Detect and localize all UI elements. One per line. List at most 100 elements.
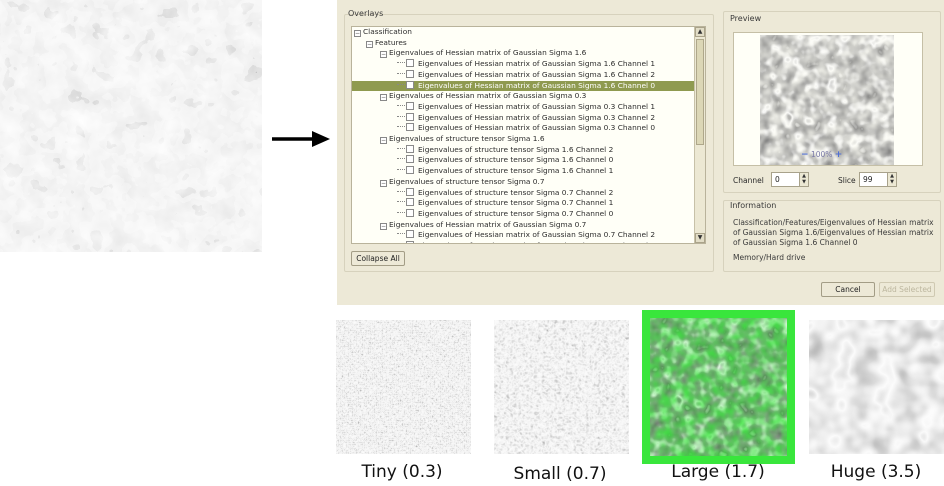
scale-label-tiny: Tiny (0.3) <box>361 462 443 482</box>
cancel-button[interactable]: Cancel <box>821 282 875 297</box>
tree-group-item[interactable]: − Classification <box>352 27 696 38</box>
tree-item-label: Eigenvalues of Hessian matrix of Gaussia… <box>418 69 656 79</box>
collapse-icon[interactable]: − <box>380 179 387 187</box>
checkbox[interactable] <box>406 112 414 121</box>
tree-item[interactable]: Eigenvalues of Hessian matrix of Gaussia… <box>352 112 696 124</box>
checkbox[interactable] <box>406 59 414 68</box>
tree-item-label: Eigenvalues of structure tensor Sigma 1.… <box>418 155 614 165</box>
tree-item-label: Eigenvalues of structure tensor Sigma 1.… <box>418 166 614 176</box>
overlays-title: Overlays <box>348 9 384 18</box>
tree-item[interactable]: Eigenvalues of structure tensor Sigma 0.… <box>352 208 696 220</box>
channel-value: 0 <box>775 175 780 184</box>
tree-connector <box>397 211 405 213</box>
collapse-icon[interactable]: − <box>380 222 387 230</box>
tree-connector <box>397 169 405 171</box>
tree-item[interactable]: Eigenvalues of Hessian matrix of Gaussia… <box>352 101 696 113</box>
tree-group-item[interactable]: − Eigenvalues of Hessian matrix of Gaussi… <box>352 91 696 102</box>
tree-item-label: Features <box>375 37 407 47</box>
information-title: Information <box>730 201 777 210</box>
tree-group-item[interactable]: − Features <box>352 38 696 49</box>
tree-item-label: Eigenvalues of Hessian matrix of Gaussia… <box>418 101 656 111</box>
checkbox[interactable] <box>406 198 414 207</box>
tree-item-label: Eigenvalues of structure tensor Sigma 1.… <box>418 144 614 154</box>
tree-connector <box>397 147 405 149</box>
scale-thumbnail-small <box>494 320 629 454</box>
overlay-tree[interactable]: − Classification − Features − Eigenvalues of … <box>351 26 706 244</box>
tree-item-label: Eigenvalues of structure tensor Sigma 0.… <box>389 176 545 186</box>
tree-connector <box>397 62 405 64</box>
tree-item-label: Classification <box>363 27 412 36</box>
collapse-icon[interactable]: − <box>380 137 387 144</box>
collapse-icon[interactable]: − <box>380 94 387 102</box>
tree-item-label: Eigenvalues of Hessian matrix of Gaussia… <box>418 80 656 90</box>
tree-group-item[interactable]: − Eigenvalues of structure tensor Sigma 1… <box>352 134 696 145</box>
scale-label-small: Small (0.7) <box>513 464 607 484</box>
spin-arrows-icon[interactable]: ▲ ▼ <box>887 173 896 186</box>
add-selected-button[interactable]: Add Selected <box>879 282 935 297</box>
tree-group-item[interactable]: − Eigenvalues of structure tensor Sigma 0… <box>352 177 696 188</box>
scale-label-large: Large (1.7) <box>671 462 765 482</box>
tree-item[interactable]: Eigenvalues of Hessian matrix of Gaussia… <box>352 241 696 243</box>
checkbox[interactable] <box>406 230 414 239</box>
scrollbar-thumb[interactable] <box>696 39 704 145</box>
checkbox[interactable] <box>406 80 414 89</box>
collapse-icon[interactable]: − <box>380 51 387 59</box>
tree-item[interactable]: Eigenvalues of structure tensor Sigma 0.… <box>352 187 696 199</box>
add-overlay-dialog: Overlays − Classification − Features − Eigenv… <box>337 0 944 305</box>
tree-item[interactable]: Eigenvalues of structure tensor Sigma 1.… <box>352 144 696 156</box>
zoom-out-icon[interactable]: − <box>801 150 809 160</box>
tree-item[interactable]: Eigenvalues of structure tensor Sigma 0.… <box>352 198 696 209</box>
checkbox[interactable] <box>406 69 414 78</box>
tree-item[interactable]: Eigenvalues of Hessian matrix of Gaussia… <box>352 123 696 134</box>
tree-connector <box>397 72 405 74</box>
preview-image <box>760 35 894 165</box>
information-path: Classification/Features/Eigenvalues of H… <box>733 218 934 247</box>
tree-item-label: Eigenvalues of Hessian matrix of Gaussia… <box>418 112 656 122</box>
slice-value: 99 <box>863 175 873 184</box>
tree-item[interactable]: Eigenvalues of Hessian matrix of Gaussia… <box>352 230 696 241</box>
tree-connector <box>397 201 405 203</box>
checkbox[interactable] <box>406 208 414 217</box>
tree-item-label: Eigenvalues of structure tensor Sigma 0.… <box>418 198 614 208</box>
information-group <box>723 200 941 272</box>
checkbox[interactable] <box>406 144 414 153</box>
tree-item[interactable]: Eigenvalues of Hessian matrix of Gaussia… <box>352 69 696 81</box>
tree-scrollbar[interactable]: ▲ ▼ <box>694 27 705 243</box>
checkbox[interactable] <box>406 166 414 175</box>
tree-item-label: Eigenvalues of Hessian matrix of Gaussia… <box>389 48 587 58</box>
arrow-icon <box>272 131 330 147</box>
preview-area[interactable]: − 100% + <box>733 32 923 166</box>
channel-spinbox[interactable]: 0 ▲ ▼ <box>771 172 809 187</box>
input-em-image <box>0 0 262 252</box>
checkbox[interactable] <box>406 101 414 110</box>
tree-item[interactable]: Eigenvalues of Hessian matrix of Gaussia… <box>352 59 696 70</box>
scroll-down-button[interactable]: ▼ <box>695 233 705 243</box>
tree-item[interactable]: Eigenvalues of structure tensor Sigma 1.… <box>352 155 696 166</box>
preview-title: Preview <box>730 14 762 23</box>
zoom-in-icon[interactable]: + <box>834 150 843 160</box>
tree-item-label: Eigenvalues of structure tensor Sigma 0.… <box>418 208 614 218</box>
tree-item-label: Eigenvalues of Hessian matrix of Gaussia… <box>389 91 587 101</box>
tree-item[interactable]: Eigenvalues of Hessian matrix of Gaussia… <box>352 80 696 92</box>
checkbox[interactable] <box>406 187 414 196</box>
checkbox[interactable] <box>406 241 414 243</box>
collapse-all-button[interactable]: Collapse All <box>351 251 405 266</box>
tree-connector <box>397 115 405 117</box>
collapse-icon[interactable]: − <box>354 30 361 37</box>
scale-label-huge: Huge (3.5) <box>830 462 922 482</box>
tree-item-label: Eigenvalues of Hessian matrix of Gaussia… <box>418 230 656 240</box>
spin-arrows-icon[interactable]: ▲ ▼ <box>799 173 808 186</box>
tree-group-item[interactable]: − Eigenvalues of Hessian matrix of Gaussi… <box>352 48 696 59</box>
tree-item-label: Eigenvalues of structure tensor Sigma 0.… <box>418 187 614 197</box>
tree-item[interactable]: Eigenvalues of structure tensor Sigma 1.… <box>352 166 696 177</box>
tree-group-item[interactable]: − Eigenvalues of Hessian matrix of Gaussi… <box>352 220 696 231</box>
checkbox[interactable] <box>406 123 414 132</box>
memory-label: Memory/Hard drive <box>733 253 806 262</box>
tree-item-label: Eigenvalues of Hessian matrix of Gaussia… <box>389 219 587 229</box>
checkbox[interactable] <box>406 155 414 164</box>
tree-item-label: Eigenvalues of Hessian matrix of Gaussia… <box>418 241 655 243</box>
overlays-group <box>344 14 714 272</box>
scroll-up-button[interactable]: ▲ <box>695 27 705 37</box>
collapse-icon[interactable]: − <box>366 40 373 48</box>
slice-spinbox[interactable]: 99 ▲ ▼ <box>859 172 897 187</box>
